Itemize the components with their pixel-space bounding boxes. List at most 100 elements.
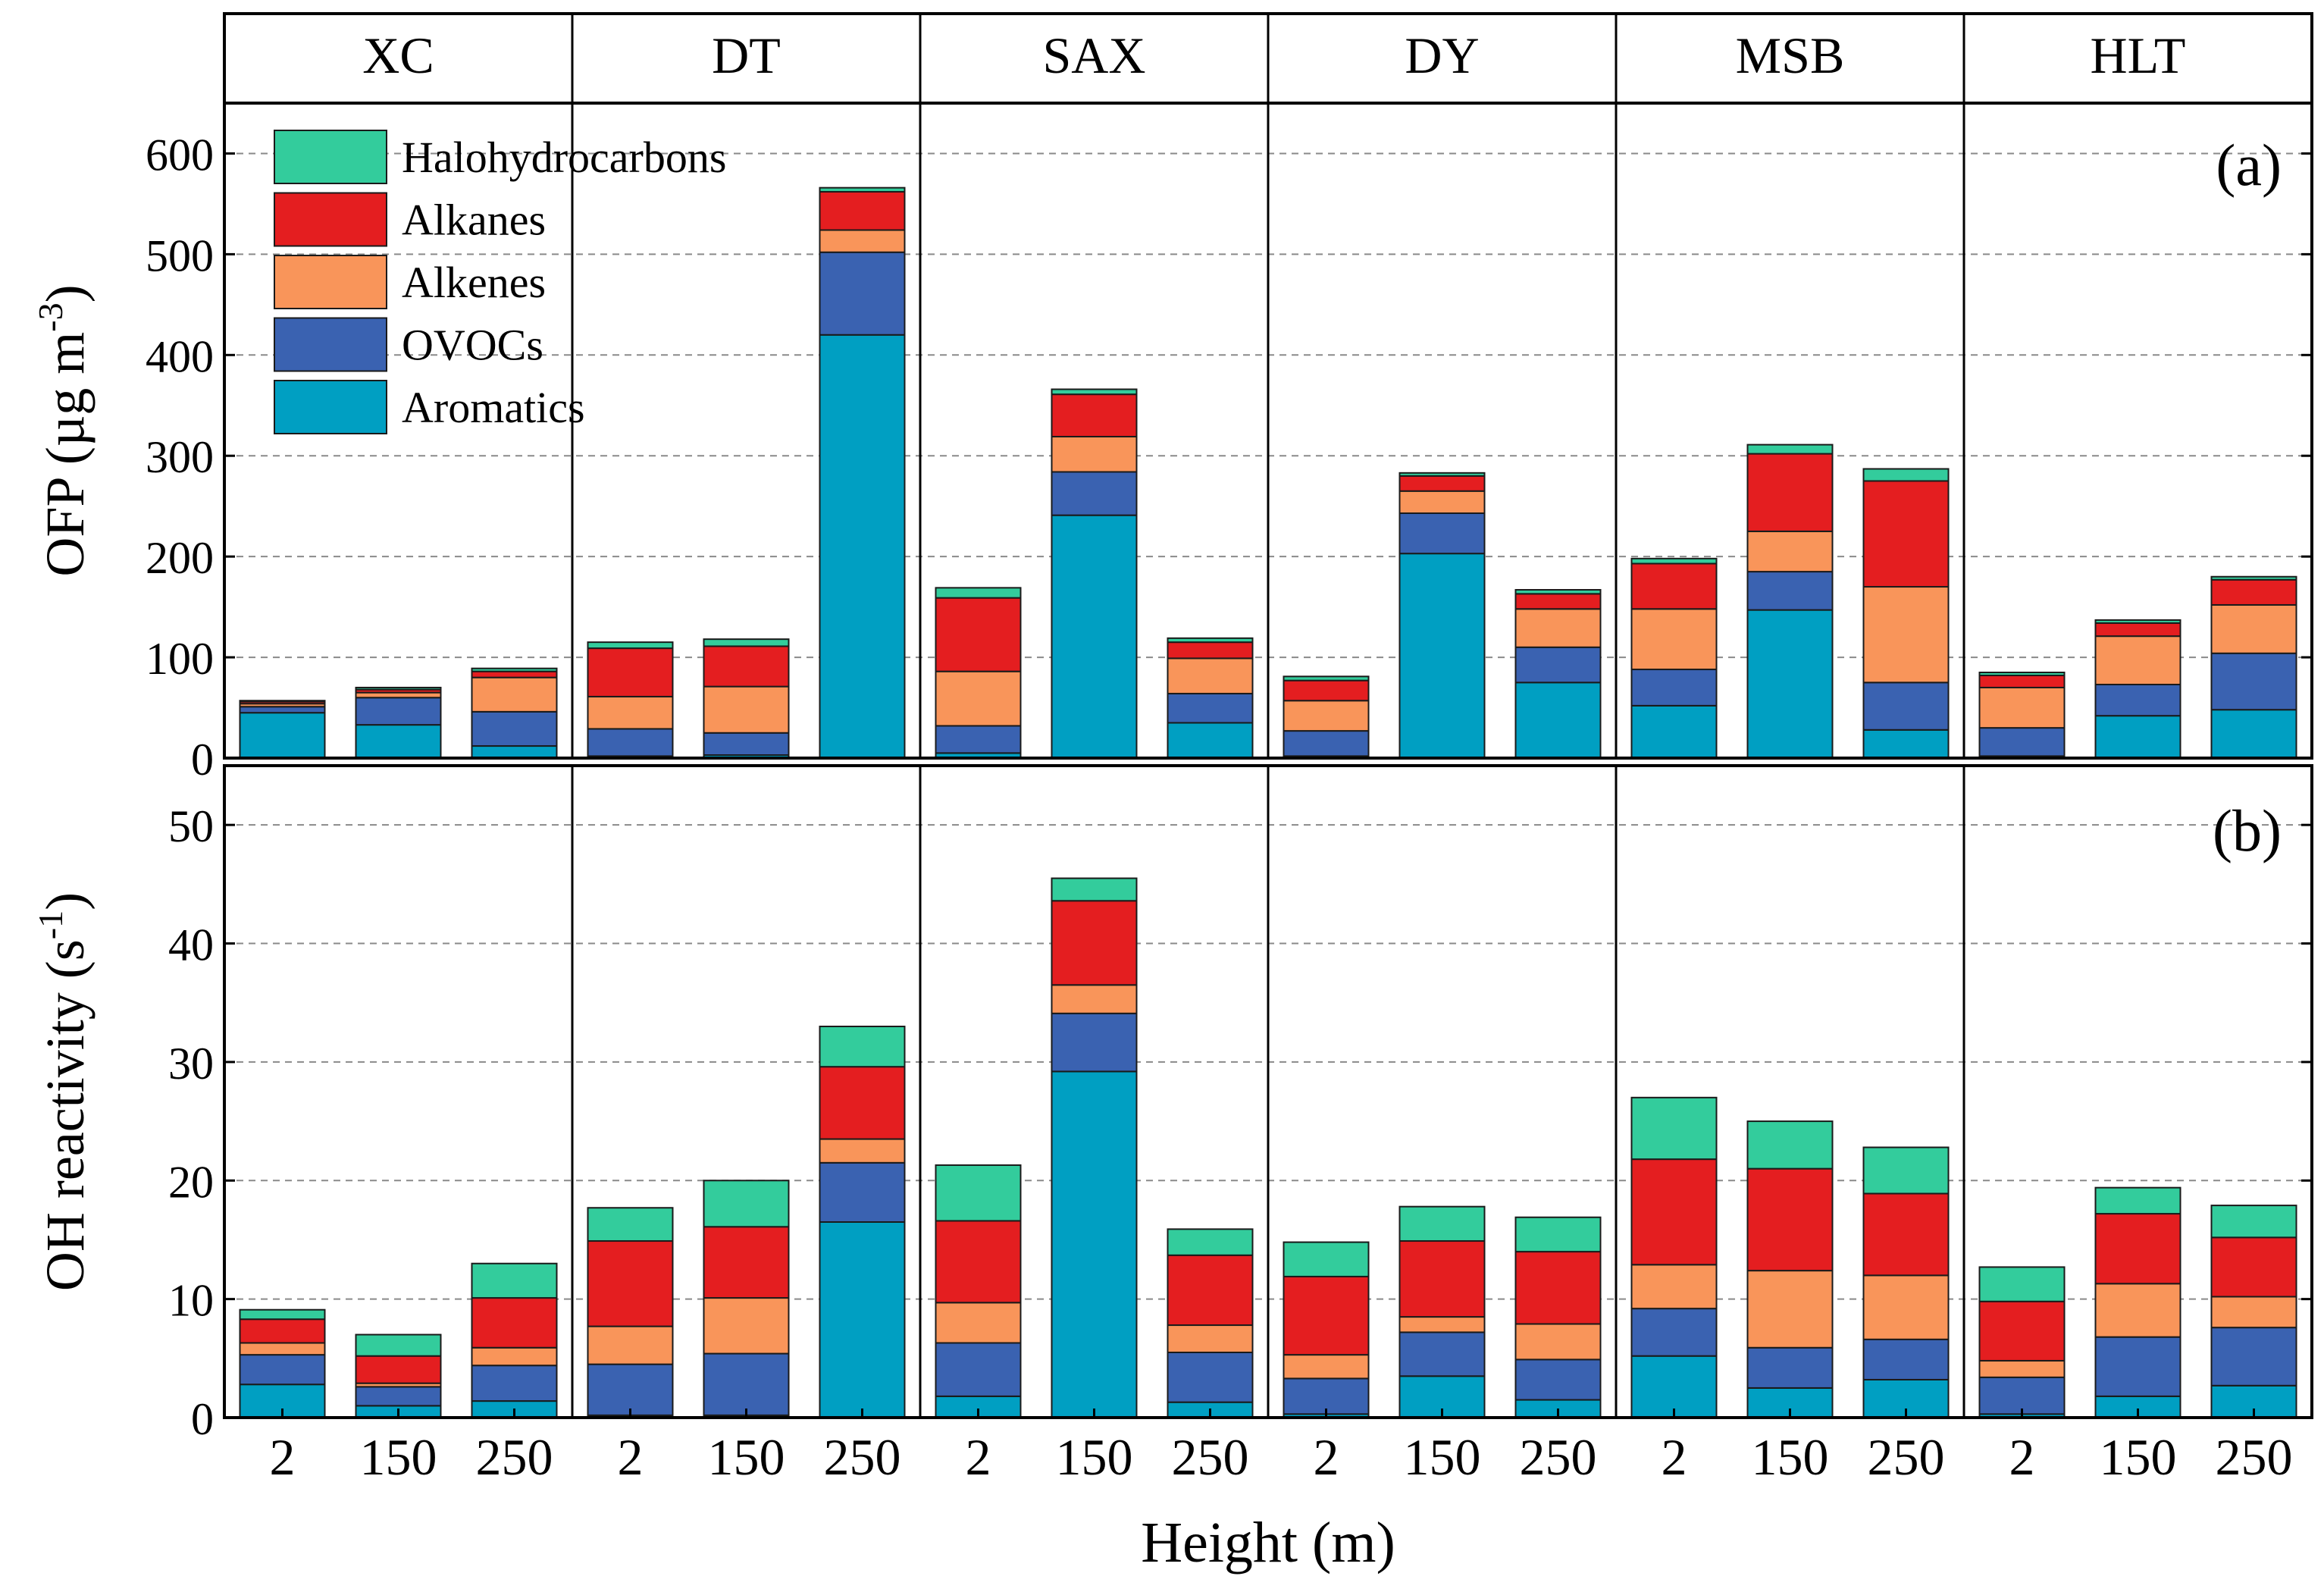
- bar-segment-alkanes-xc-250: [471, 1297, 558, 1349]
- bar-segment-alkenes-dt-2: [587, 1325, 674, 1365]
- bar-segment-ovocs-msb-150: [1746, 1346, 1834, 1389]
- bar-segment-alkenes-msb-150: [1746, 1270, 1834, 1349]
- bar-segment-ovocs-hlt-150: [2094, 683, 2181, 717]
- y-tick-label: 100: [146, 634, 214, 684]
- bar-segment-halohydrocarbons-hlt-250: [2210, 575, 2297, 581]
- bar-segment-aromatics-dt-250: [819, 334, 906, 759]
- bar-segment-alkanes-msb-2: [1630, 1158, 1718, 1266]
- y-tick-label: 0: [191, 1394, 214, 1444]
- legend-label-alkanes: Alkanes: [402, 196, 546, 245]
- bar-segment-ovocs-msb-250: [1862, 1338, 1950, 1380]
- bar-segment-halohydrocarbons-dy-150: [1398, 472, 1486, 477]
- bar-segment-alkanes-sax-150: [1051, 393, 1138, 437]
- site-label-dt: DT: [712, 27, 781, 84]
- bar-segment-alkanes-dy-150: [1398, 1240, 1486, 1318]
- bar-segment-alkanes-hlt-150: [2094, 622, 2181, 638]
- bar-segment-alkenes-dy-2: [1283, 1354, 1370, 1380]
- bar-segment-alkenes-hlt-2: [1978, 686, 2066, 729]
- site-label-hlt: HLT: [2091, 27, 2186, 84]
- bar-segment-halohydrocarbons-hlt-2: [1978, 1266, 2066, 1302]
- legend-swatch-alkanes: [274, 192, 387, 247]
- bar-segment-alkanes-hlt-250: [2210, 578, 2297, 606]
- bar-segment-alkenes-sax-2: [935, 670, 1022, 727]
- bar-segment-alkanes-xc-2: [239, 1318, 326, 1344]
- bar-segment-alkenes-xc-250: [471, 1346, 558, 1367]
- bar-segment-alkenes-dy-250: [1514, 608, 1602, 648]
- bar-segment-alkenes-msb-250: [1862, 1274, 1950, 1340]
- y-tick-label: 400: [146, 331, 214, 381]
- bar-segment-alkanes-hlt-150: [2094, 1213, 2181, 1285]
- bar-segment-alkanes-sax-250: [1167, 1254, 1254, 1327]
- bar-segment-aromatics-msb-2: [1630, 704, 1718, 760]
- legend-swatch-aromatics: [274, 380, 387, 434]
- bar-segment-halohydrocarbons-xc-150: [355, 1333, 442, 1357]
- bar-segment-alkanes-msb-250: [1862, 480, 1950, 588]
- legend-swatch-alkenes: [274, 255, 387, 309]
- bar-segment-halohydrocarbons-dt-150: [703, 638, 790, 647]
- bar-segment-halohydrocarbons-dy-250: [1514, 589, 1602, 595]
- bar-segment-halohydrocarbons-hlt-250: [2210, 1205, 2297, 1239]
- y-tick-label: 50: [168, 801, 214, 851]
- bar-segment-alkanes-msb-2: [1630, 562, 1718, 610]
- bar-segment-alkanes-dt-2: [587, 1240, 674, 1327]
- y-tick-label: 30: [168, 1039, 214, 1089]
- bar-segment-alkenes-msb-2: [1630, 608, 1718, 671]
- x-tick-label: 250: [824, 1428, 901, 1486]
- bar-segment-alkenes-dt-150: [703, 685, 790, 734]
- bar-segment-ovocs-dy-150: [1398, 512, 1486, 555]
- bar-segment-halohydrocarbons-sax-2: [935, 1164, 1022, 1222]
- bar-segment-ovocs-xc-150: [355, 1386, 442, 1407]
- site-label-xc: XC: [362, 27, 434, 84]
- bar-segment-aromatics-sax-150: [1051, 1070, 1138, 1419]
- bar-segment-ovocs-sax-150: [1051, 471, 1138, 516]
- bar-segment-alkanes-hlt-2: [1978, 675, 2066, 688]
- bar-segment-alkanes-dy-150: [1398, 475, 1486, 492]
- bar-segment-alkanes-xc-150: [355, 1355, 442, 1384]
- bar-segment-alkanes-msb-150: [1746, 1167, 1834, 1272]
- x-tick-label: 2: [966, 1428, 991, 1486]
- bar-segment-alkenes-hlt-250: [2210, 603, 2297, 654]
- bar-segment-alkenes-sax-250: [1167, 657, 1254, 694]
- y-axis-label: OH reactivity (s-1): [31, 892, 96, 1291]
- bar-segment-ovocs-msb-150: [1746, 571, 1834, 611]
- legend-label-ovocs: OVOCs: [402, 321, 543, 370]
- bar-segment-halohydrocarbons-xc-250: [471, 1262, 558, 1299]
- y-tick-label: 300: [146, 432, 214, 482]
- bar-segment-ovocs-dy-2: [1283, 730, 1370, 757]
- bar-segment-halohydrocarbons-hlt-150: [2094, 619, 2181, 624]
- legend-label-halohydrocarbons: Halohydrocarbons: [402, 133, 726, 182]
- bar-segment-ovocs-msb-2: [1630, 1308, 1718, 1357]
- bar-segment-alkenes-sax-250: [1167, 1324, 1254, 1354]
- bar-segment-halohydrocarbons-xc-250: [471, 667, 558, 672]
- bar-segment-alkenes-xc-250: [471, 676, 558, 713]
- bar-segment-ovocs-xc-150: [355, 697, 442, 726]
- bar-segment-halohydrocarbons-dt-250: [819, 1026, 906, 1068]
- bar-segment-alkanes-dy-2: [1283, 679, 1370, 702]
- bar-segment-alkenes-sax-2: [935, 1302, 1022, 1344]
- bar-segment-halohydrocarbons-hlt-150: [2094, 1186, 2181, 1215]
- bar-segment-halohydrocarbons-xc-2: [239, 1308, 326, 1321]
- bar-segment-alkanes-sax-2: [935, 1220, 1022, 1304]
- site-label-msb: MSB: [1736, 27, 1845, 84]
- x-tick-label: 250: [476, 1428, 553, 1486]
- bar-segment-ovocs-sax-150: [1051, 1012, 1138, 1073]
- bar-segment-halohydrocarbons-sax-150: [1051, 388, 1138, 396]
- x-axis-label: Height (m): [1141, 1511, 1395, 1575]
- bar-segment-aromatics-dy-150: [1398, 553, 1486, 759]
- bar-segment-ovocs-hlt-250: [2210, 652, 2297, 711]
- bar-segment-alkenes-dt-250: [819, 1138, 906, 1164]
- bar-segment-halohydrocarbons-dt-250: [819, 186, 906, 193]
- bar-segment-alkanes-dt-150: [703, 1226, 790, 1299]
- bar-segment-ovocs-sax-250: [1167, 1352, 1254, 1403]
- bar-segment-ovocs-dt-250: [819, 251, 906, 336]
- bar-segment-halohydrocarbons-xc-150: [355, 686, 442, 691]
- site-label-sax: SAX: [1042, 27, 1145, 84]
- bar-segment-ovocs-dt-2: [587, 1363, 674, 1416]
- bar-segment-halohydrocarbons-msb-150: [1746, 443, 1834, 455]
- bar-segment-halohydrocarbons-sax-250: [1167, 1228, 1254, 1256]
- x-tick-label: 250: [2216, 1428, 2293, 1486]
- bar-segment-halohydrocarbons-sax-2: [935, 587, 1022, 599]
- legend-label-aromatics: Aromatics: [402, 383, 585, 432]
- x-tick-label: 2: [618, 1428, 644, 1486]
